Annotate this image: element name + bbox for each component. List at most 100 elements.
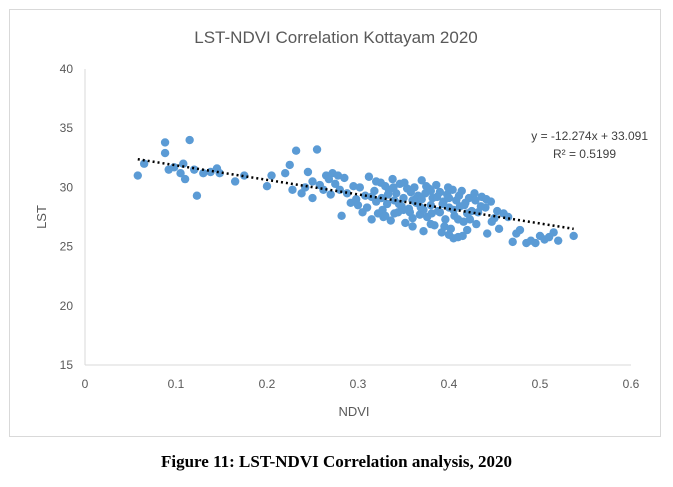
data-point	[342, 189, 352, 198]
data-point	[372, 177, 381, 186]
data-point	[303, 167, 313, 177]
y-tick-label: 15	[60, 358, 74, 372]
y-tick-label: 40	[60, 62, 74, 76]
data-point	[476, 202, 486, 211]
data-point	[531, 238, 540, 248]
data-point	[453, 215, 463, 224]
data-point	[549, 228, 558, 237]
data-points	[133, 135, 578, 248]
data-point	[472, 219, 481, 229]
data-point	[503, 212, 513, 222]
data-point	[554, 236, 563, 245]
x-tick-label: 0.3	[350, 377, 367, 391]
figure-caption: Figure 11: LST-NDVI Correlation analysis…	[160, 452, 513, 471]
chart-title: LST-NDVI Correlation Kottayam 2020	[194, 28, 477, 47]
data-point	[401, 218, 410, 228]
x-tick-label: 0.6	[623, 377, 640, 391]
data-point	[160, 138, 170, 147]
data-point	[416, 203, 425, 212]
data-point	[364, 172, 374, 181]
data-point	[441, 215, 450, 224]
data-point	[449, 205, 458, 215]
data-point	[190, 165, 199, 174]
chart-area: LST-NDVI Correlation Kottayam 2020 15 20 2…	[9, 9, 661, 437]
data-point	[386, 216, 395, 225]
data-point	[381, 211, 390, 221]
data-point	[333, 171, 343, 180]
x-tick-label: 0	[82, 377, 89, 391]
data-point	[308, 193, 317, 203]
x-tick-label: 0.2	[259, 377, 276, 391]
data-point	[199, 168, 208, 178]
data-point	[417, 195, 426, 204]
data-point	[285, 160, 294, 170]
data-point	[400, 178, 409, 187]
trendline	[137, 157, 574, 231]
x-tick-label: 0.4	[441, 377, 458, 391]
data-point	[230, 177, 240, 186]
data-point	[483, 229, 492, 238]
data-point	[432, 192, 442, 202]
data-point	[440, 222, 449, 231]
data-point	[291, 146, 301, 155]
data-point	[427, 209, 436, 218]
y-tick-label: 30	[60, 180, 74, 194]
data-point	[176, 168, 185, 178]
y-axis-title: LST	[34, 205, 49, 229]
data-point	[443, 183, 453, 192]
data-point	[331, 179, 340, 189]
trendline-equation: y = -12.274x + 33.091	[531, 129, 648, 143]
data-point	[515, 225, 525, 235]
data-point	[432, 180, 441, 190]
data-point	[355, 183, 365, 192]
data-point	[383, 190, 393, 199]
x-tick-label: 0.1	[168, 377, 185, 391]
scatter-chart: LST-NDVI Correlation Kottayam 2020 15 20 2…	[34, 28, 648, 419]
data-point	[281, 168, 290, 178]
data-point	[192, 191, 202, 200]
data-point	[340, 173, 349, 183]
data-point	[444, 193, 454, 203]
data-point	[179, 159, 188, 168]
data-point	[458, 231, 467, 241]
data-point	[471, 196, 480, 205]
data-point	[399, 205, 408, 215]
data-point	[482, 195, 491, 204]
data-point	[435, 208, 445, 217]
data-point	[419, 227, 428, 236]
data-point	[463, 225, 472, 235]
data-point	[267, 171, 276, 180]
y-tick-label: 35	[60, 121, 74, 135]
data-point	[349, 182, 358, 191]
data-point	[389, 183, 398, 192]
y-axis-ticks: 15 20 25 30 35 40	[60, 62, 74, 372]
x-axis-ticks: 0 0.1 0.2 0.3 0.4 0.5 0.6	[82, 377, 640, 391]
data-point	[362, 203, 372, 212]
data-point	[388, 174, 397, 184]
x-tick-label: 0.5	[532, 377, 549, 391]
data-point	[487, 217, 496, 226]
data-point	[169, 163, 179, 172]
data-point	[464, 193, 474, 203]
data-point	[308, 177, 317, 186]
data-point	[326, 190, 335, 199]
data-point	[494, 224, 504, 234]
data-point	[408, 222, 417, 231]
data-point	[493, 206, 502, 216]
data-point	[337, 211, 346, 221]
data-point	[262, 182, 272, 191]
data-point	[410, 183, 419, 192]
data-point	[382, 199, 392, 209]
data-point	[426, 219, 435, 229]
data-point	[312, 145, 322, 154]
y-tick-label: 20	[60, 299, 74, 313]
y-tick-label: 25	[60, 240, 74, 254]
data-point	[133, 171, 142, 180]
data-point	[449, 234, 458, 243]
data-point	[460, 200, 469, 210]
data-point	[569, 231, 578, 241]
data-point	[454, 191, 464, 200]
data-point	[405, 208, 415, 217]
data-point	[160, 148, 170, 158]
data-point	[353, 200, 363, 210]
